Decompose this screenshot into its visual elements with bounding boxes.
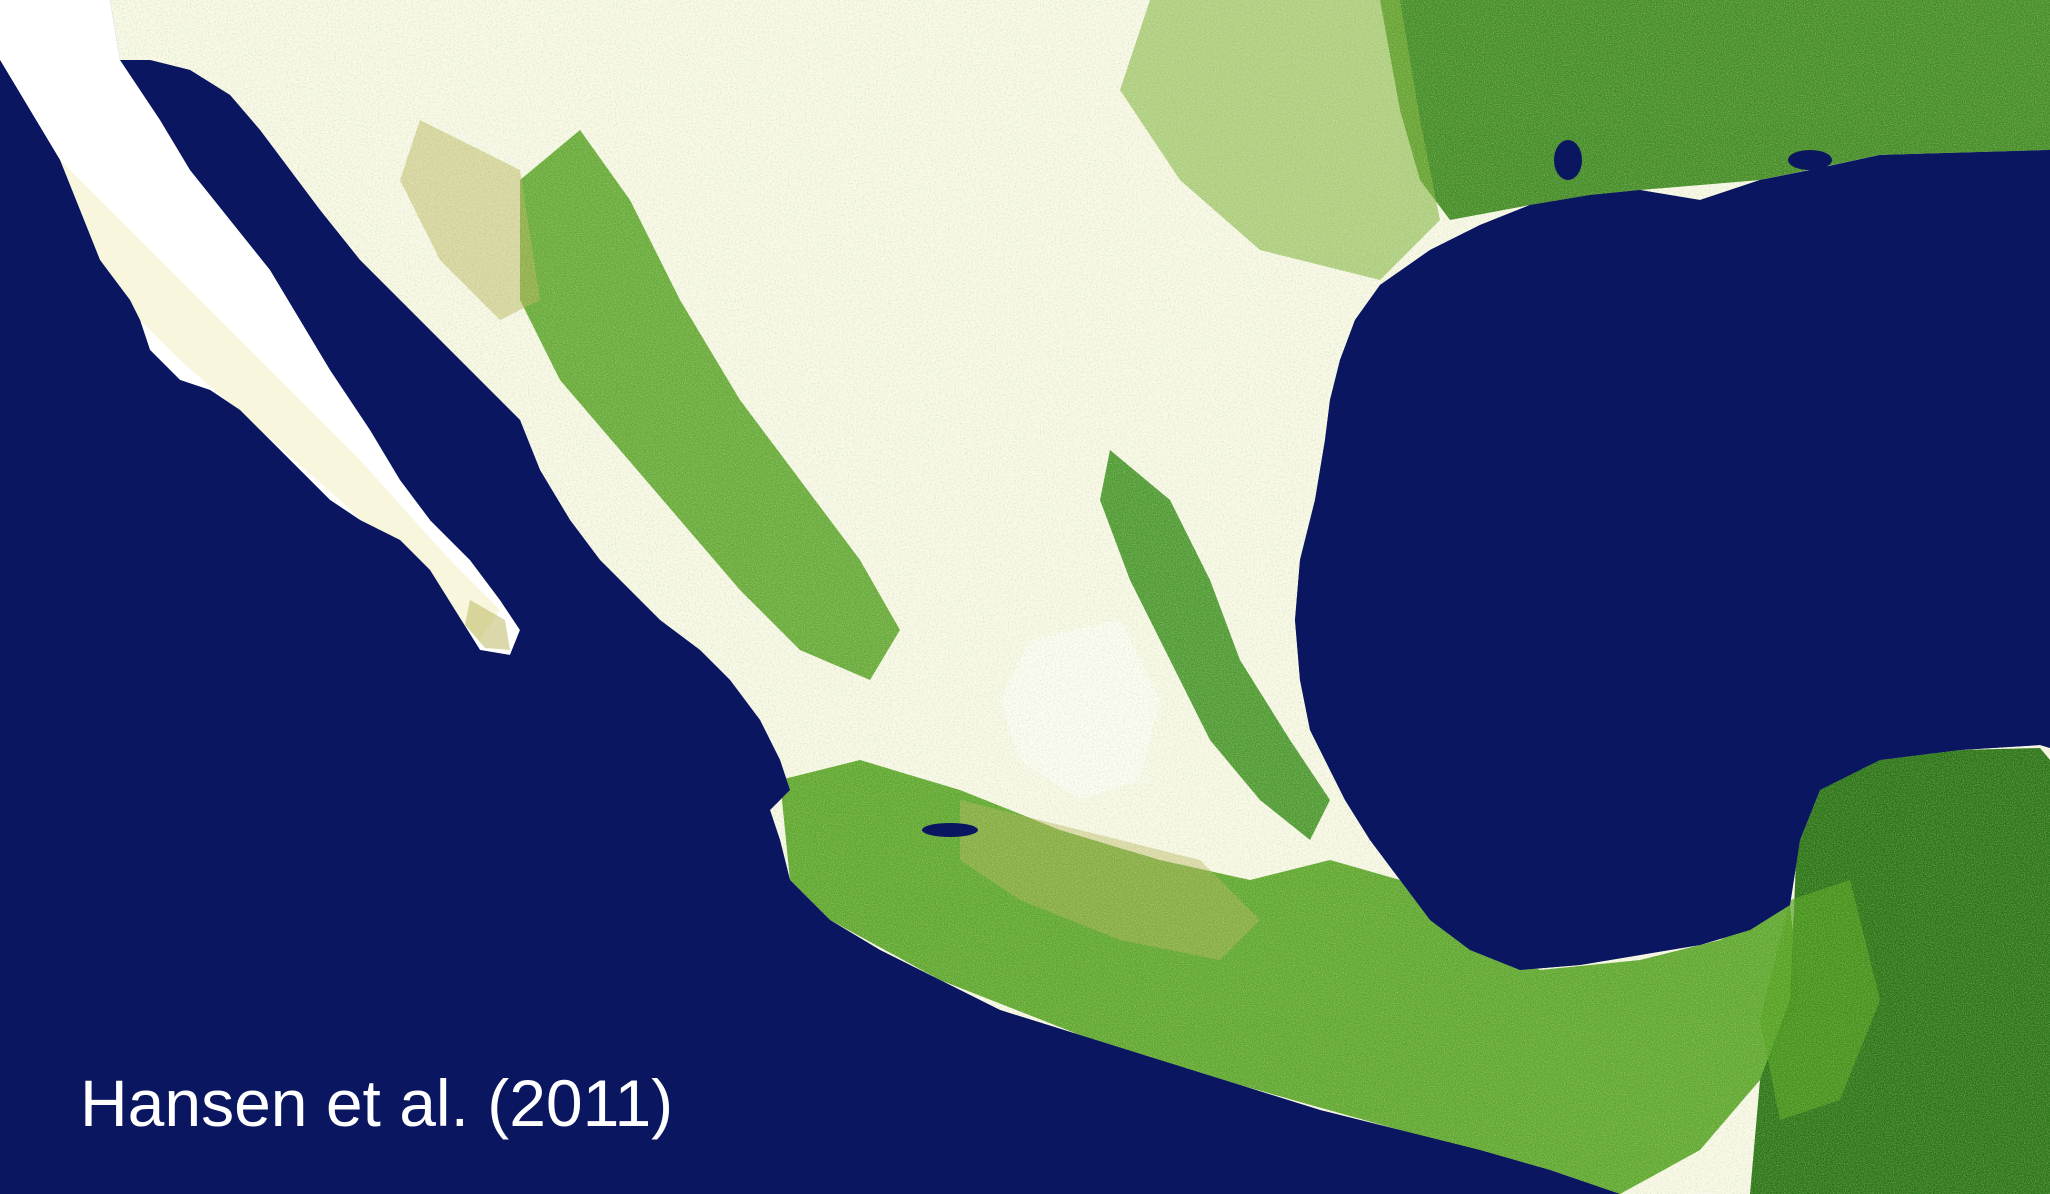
- gulf-of-california: [150, 60, 540, 520]
- gulf-of-mexico: [1295, 150, 2050, 970]
- pacific-ocean: [0, 60, 1620, 1194]
- baja-california: [0, 0, 520, 655]
- lake-small: [1554, 140, 1582, 180]
- source-credit: Hansen et al. (2011): [80, 1066, 674, 1140]
- lake-chapala: [922, 823, 978, 837]
